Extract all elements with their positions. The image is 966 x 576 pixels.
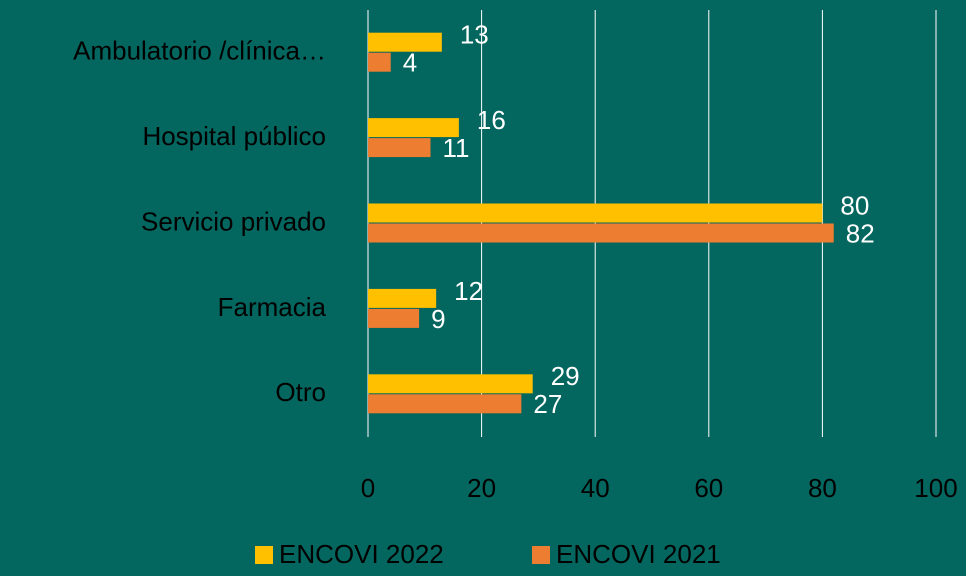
data-label: 9	[431, 304, 445, 334]
y-tick-label: Servicio privado	[141, 206, 326, 236]
data-label: 29	[551, 361, 580, 391]
legend-label: ENCOVI 2022	[279, 539, 444, 569]
bar	[368, 118, 459, 138]
data-label: 27	[533, 389, 562, 419]
bar	[368, 374, 533, 394]
bar	[368, 288, 437, 308]
data-label: 11	[442, 133, 469, 163]
x-tick-label: 20	[467, 473, 496, 503]
bar	[368, 138, 431, 158]
x-tick-label: 100	[914, 473, 957, 503]
x-tick-label: 0	[361, 473, 375, 503]
x-tick-label: 80	[808, 473, 837, 503]
x-tick-label: 60	[694, 473, 723, 503]
data-label: 82	[846, 218, 875, 248]
bar	[368, 203, 823, 223]
legend-swatch	[255, 546, 273, 564]
y-tick-label: Ambulatorio /clínica…	[73, 36, 326, 66]
data-label: 80	[840, 190, 869, 220]
bar	[368, 308, 420, 328]
legend-label: ENCOVI 2021	[556, 539, 721, 569]
bar	[368, 394, 522, 414]
legend-swatch	[532, 546, 550, 564]
data-label: 4	[403, 48, 417, 78]
bar	[368, 52, 391, 72]
y-tick-label: Hospital público	[142, 121, 326, 151]
bar	[368, 223, 834, 243]
bar	[368, 32, 442, 52]
y-tick-label: Otro	[275, 377, 326, 407]
data-label: 16	[477, 105, 506, 135]
data-label: 13	[460, 20, 489, 50]
y-tick-label: Farmacia	[218, 292, 327, 322]
x-tick-label: 40	[581, 473, 610, 503]
data-label: 12	[454, 276, 483, 306]
